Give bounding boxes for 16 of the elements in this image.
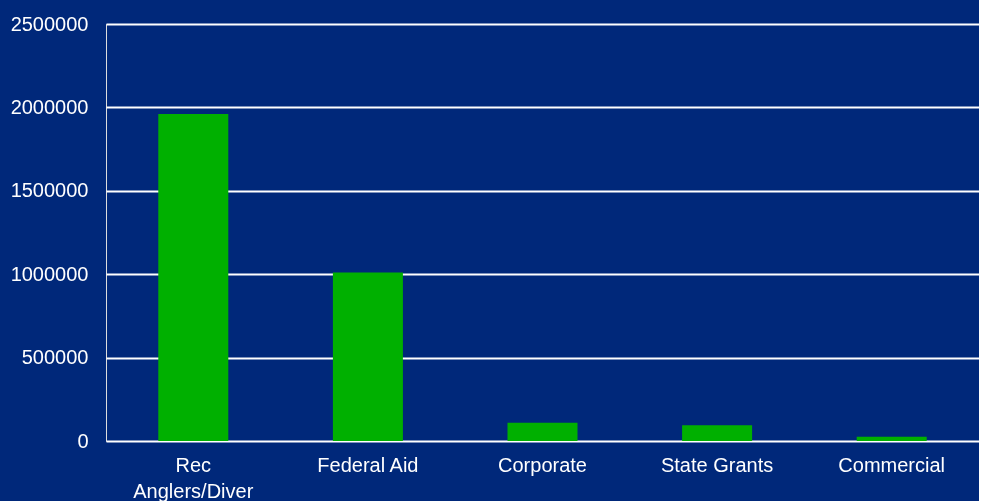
bar: [856, 436, 927, 441]
y-tick-label: 1000000: [10, 262, 89, 285]
x-tick-label: Rec Anglers/Diver: [133, 453, 254, 502]
x-tick-label: State Grants: [660, 453, 774, 476]
bar: [507, 422, 578, 441]
y-tick-label: 500000: [21, 346, 89, 369]
x-tick-label: Corporate: [498, 453, 587, 476]
y-tick-label: 1500000: [10, 179, 89, 202]
y-tick-label: 2500000: [10, 12, 89, 35]
bar: [158, 114, 229, 441]
bar: [682, 425, 753, 441]
y-tick-label: 2000000: [10, 95, 89, 118]
x-tick-label: Commercial: [838, 453, 946, 476]
bar: [332, 272, 403, 441]
y-tick-label: 0: [77, 429, 89, 452]
x-tick-label: Federal Aid: [317, 453, 419, 476]
